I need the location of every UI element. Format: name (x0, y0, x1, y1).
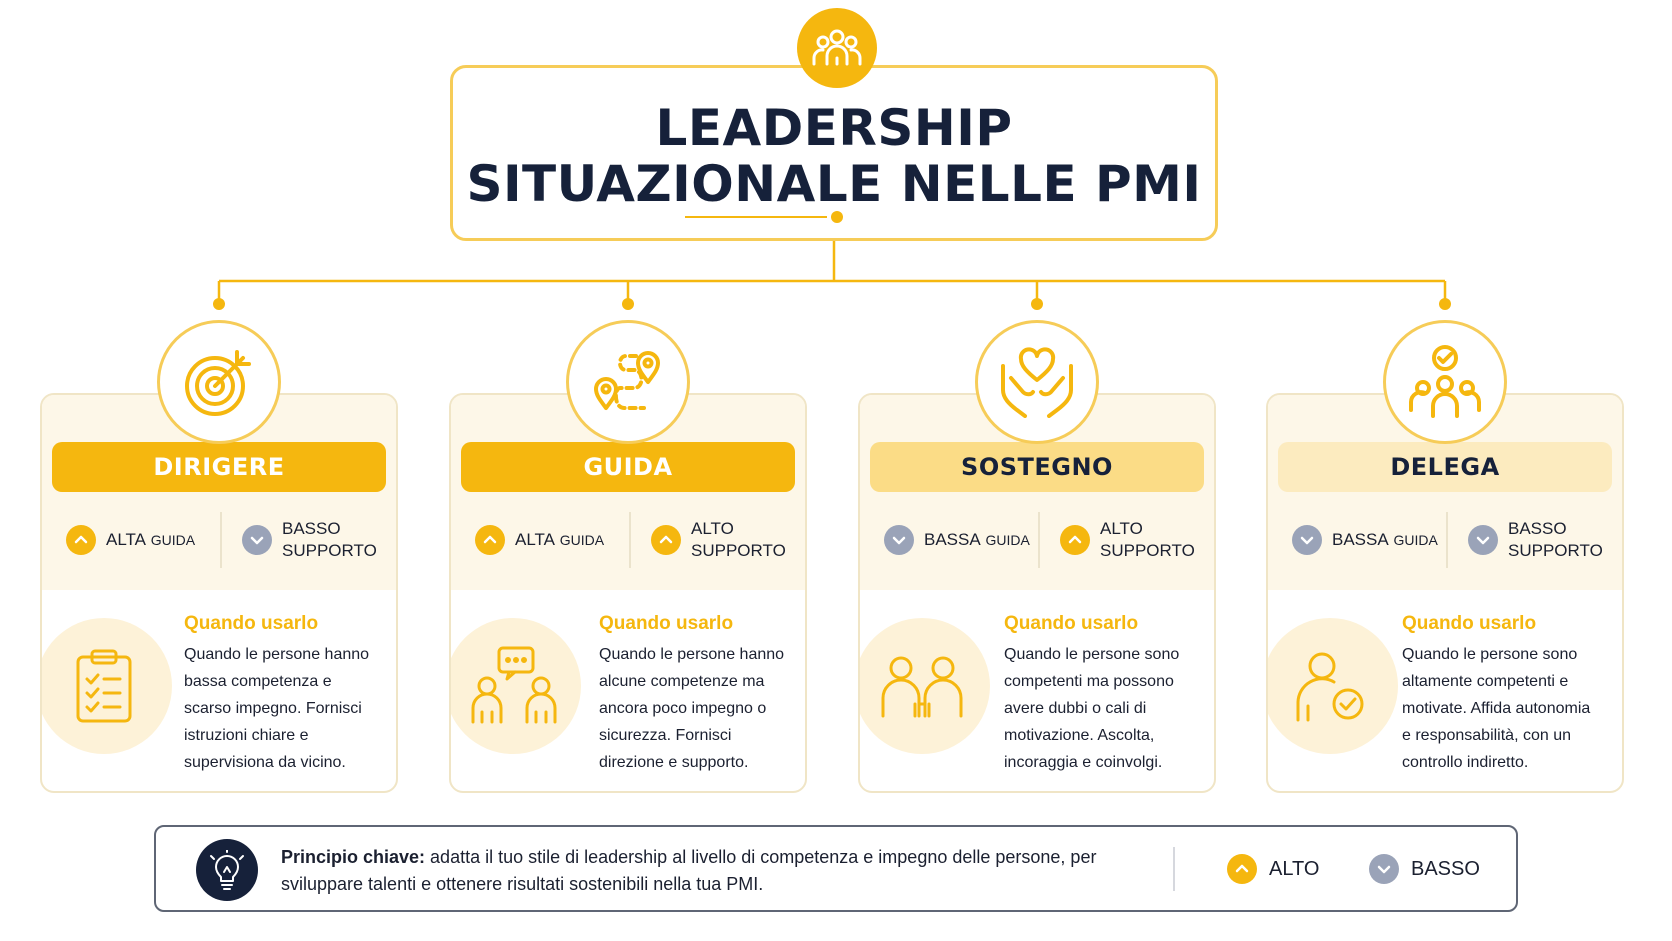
support-line2: SUPPORTO (282, 541, 377, 560)
guidance-word: GUIDA (559, 532, 605, 548)
arrow-up-icon (651, 525, 681, 555)
title-line-1: LEADERSHIP (655, 99, 1013, 157)
guidance-level: BASSA (1332, 530, 1389, 549)
title-underline (685, 216, 827, 218)
style-card-dirigere: DIRIGERE ALTA GUIDA BASSO SUPPORTO Quando… (40, 393, 398, 793)
target-icon (157, 320, 281, 444)
when-body: Quando le persone sono competenti ma pos… (1004, 646, 1180, 771)
legend-alto: ALTO (1227, 854, 1319, 884)
title-dot (831, 211, 843, 223)
support-metric: ALTO SUPPORTO (651, 510, 791, 570)
two-people-icon (860, 618, 990, 754)
guidance-metric: ALTA GUIDA (475, 510, 604, 570)
when-heading: Quando usarlo (1402, 613, 1537, 634)
guidance-level: ALTA (106, 530, 146, 549)
team-check-icon (1383, 320, 1507, 444)
arrow-up-icon (66, 525, 96, 555)
style-card-delega: DELEGA BASSA GUIDA BASSO SUPPORTO Quando … (1266, 393, 1624, 793)
support-line1: BASSO (282, 519, 341, 538)
principle-body: adatta il tuo stile di leadership al liv… (281, 847, 1097, 894)
arrow-up-icon (1227, 854, 1257, 884)
arrow-down-icon (242, 525, 272, 555)
lightbulb-icon (196, 839, 258, 901)
key-principle-box: Principio chiave: adatta il tuo stile di… (154, 825, 1518, 912)
style-banner: SOSTEGNO (870, 442, 1204, 492)
style-metrics: ALTA GUIDA BASSO SUPPORTO (42, 510, 396, 570)
guidance-word: GUIDA (1393, 532, 1438, 548)
style-metrics: ALTA GUIDA ALTO SUPPORTO (451, 510, 805, 570)
when-heading: Quando usarlo (1004, 613, 1139, 634)
when-heading: Quando usarlo (599, 613, 734, 634)
support-line1: ALTO (691, 519, 734, 538)
when-body: Quando le persone hanno alcune competenz… (599, 646, 785, 771)
arrow-up-icon (475, 525, 505, 555)
support-line1: ALTO (1100, 519, 1143, 538)
arrow-down-icon (1468, 525, 1498, 555)
legend-label: ALTO (1269, 857, 1320, 880)
page-title: LEADERSHIP SITUAZIONALE NELLE PMI (453, 100, 1215, 212)
person-check-icon (1268, 618, 1398, 754)
when-body: Quando le persone hanno bassa competenza… (184, 646, 370, 771)
guidance-level: ALTA (515, 530, 555, 549)
support-metric: ALTO SUPPORTO (1060, 510, 1200, 570)
principle-label: Principio chiave: (281, 847, 426, 867)
guidance-metric: ALTA GUIDA (66, 510, 195, 570)
arrow-down-icon (1369, 854, 1399, 884)
support-line2: SUPPORTO (691, 541, 786, 560)
style-metrics: BASSA GUIDA ALTO SUPPORTO (860, 510, 1214, 570)
style-metrics: BASSA GUIDA BASSO SUPPORTO (1268, 510, 1622, 570)
style-card-sostegno: SOSTEGNO BASSA GUIDA ALTO SUPPORTO Quando… (858, 393, 1216, 793)
when-body: Quando le persone sono altamente compete… (1402, 646, 1591, 771)
style-card-guida: GUIDA ALTA GUIDA ALTO SUPPORTO (449, 393, 807, 793)
support-metric: BASSO SUPPORTO (242, 510, 382, 570)
style-banner: GUIDA (461, 442, 795, 492)
route-map-icon (566, 320, 690, 444)
guidance-metric: BASSA GUIDA (884, 510, 1030, 570)
arrow-up-icon (1060, 525, 1090, 555)
support-line1: BASSO (1508, 519, 1567, 538)
hands-heart-icon (975, 320, 1099, 444)
support-line2: SUPPORTO (1100, 541, 1195, 560)
style-banner: DIRIGERE (52, 442, 386, 492)
team-icon (797, 8, 877, 88)
people-chat-icon (451, 618, 581, 754)
guidance-word: GUIDA (985, 532, 1030, 548)
support-line2: SUPPORTO (1508, 541, 1603, 560)
title-box: LEADERSHIP SITUAZIONALE NELLE PMI (450, 65, 1218, 241)
style-banner: DELEGA (1278, 442, 1612, 492)
clipboard-checklist-icon (42, 618, 172, 754)
title-line-2: SITUAZIONALE NELLE PMI (466, 155, 1202, 213)
when-heading: Quando usarlo (184, 613, 319, 634)
guidance-level: BASSA (924, 530, 981, 549)
arrow-down-icon (884, 525, 914, 555)
support-metric: BASSO SUPPORTO (1468, 510, 1608, 570)
legend-basso: BASSO (1369, 854, 1480, 884)
arrow-down-icon (1292, 525, 1322, 555)
key-principle-text: Principio chiave: adatta il tuo stile di… (281, 844, 1131, 898)
legend-label: BASSO (1411, 857, 1480, 880)
guidance-word: GUIDA (150, 532, 196, 548)
guidance-metric: BASSA GUIDA (1292, 510, 1438, 570)
